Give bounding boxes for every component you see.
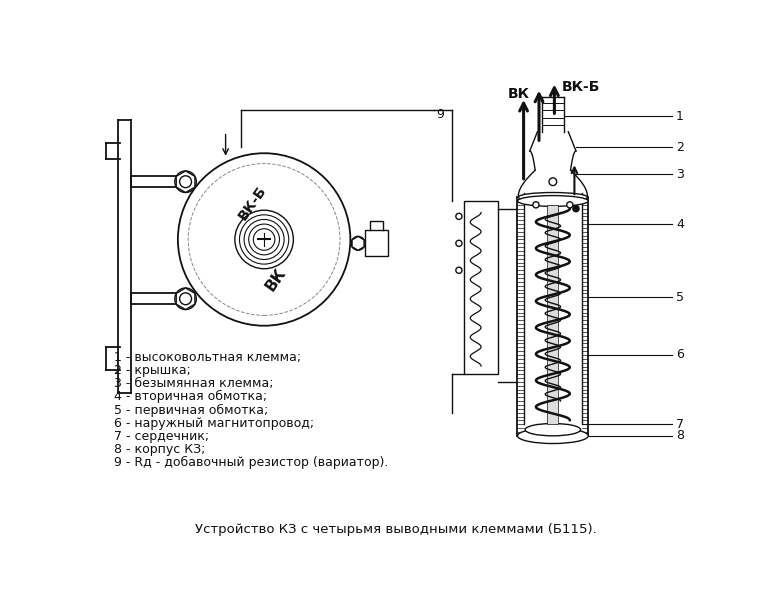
Text: 8 - корпус КЗ;: 8 - корпус КЗ; bbox=[114, 443, 206, 456]
Circle shape bbox=[178, 153, 350, 326]
Text: 1: 1 bbox=[676, 110, 684, 123]
Text: ВК: ВК bbox=[508, 87, 530, 101]
Ellipse shape bbox=[525, 424, 581, 436]
Circle shape bbox=[179, 293, 192, 305]
Ellipse shape bbox=[517, 428, 588, 444]
Circle shape bbox=[456, 240, 462, 246]
Text: 7 - сердечник;: 7 - сердечник; bbox=[114, 430, 209, 443]
Polygon shape bbox=[352, 237, 364, 250]
Text: 9: 9 bbox=[436, 108, 444, 121]
Text: Устройство КЗ с четырьмя выводными клеммами (Б115).: Устройство КЗ с четырьмя выводными клемм… bbox=[195, 523, 597, 536]
Circle shape bbox=[533, 201, 539, 208]
Text: 2 - крышка;: 2 - крышка; bbox=[114, 364, 191, 377]
Bar bbox=[547, 205, 558, 424]
Text: 2: 2 bbox=[676, 140, 684, 153]
Circle shape bbox=[573, 206, 579, 212]
Text: 7: 7 bbox=[676, 418, 684, 431]
Text: 8: 8 bbox=[676, 429, 684, 442]
Circle shape bbox=[456, 267, 462, 274]
Circle shape bbox=[567, 201, 573, 208]
Circle shape bbox=[235, 210, 294, 269]
Text: 1 - высоковольтная клемма;: 1 - высоковольтная клемма; bbox=[114, 351, 301, 364]
Circle shape bbox=[175, 288, 196, 309]
Text: ВК-Б: ВК-Б bbox=[236, 183, 269, 222]
Text: 9 - Rд - добавочный резистор (вариатор).: 9 - Rд - добавочный резистор (вариатор). bbox=[114, 456, 388, 469]
Text: 4: 4 bbox=[676, 217, 684, 230]
Circle shape bbox=[175, 171, 196, 192]
Polygon shape bbox=[176, 288, 195, 309]
Ellipse shape bbox=[518, 192, 587, 201]
Circle shape bbox=[179, 176, 192, 188]
Text: ВК-Б: ВК-Б bbox=[562, 80, 601, 94]
Text: 5 - первичная обмотка;: 5 - первичная обмотка; bbox=[114, 403, 268, 416]
Text: 4 - вторичная обмотка;: 4 - вторичная обмотка; bbox=[114, 391, 267, 403]
Circle shape bbox=[351, 237, 365, 250]
Text: 3 - безымянная клемма;: 3 - безымянная клемма; bbox=[114, 377, 274, 391]
Ellipse shape bbox=[517, 195, 588, 206]
Bar bbox=[365, 230, 388, 256]
Polygon shape bbox=[176, 171, 195, 192]
Circle shape bbox=[549, 178, 557, 185]
Text: 5: 5 bbox=[676, 291, 684, 304]
Text: 6: 6 bbox=[676, 349, 684, 362]
Bar bbox=[464, 201, 498, 374]
Text: ВК: ВК bbox=[263, 265, 289, 294]
Text: 6 - наружный магнитопровод;: 6 - наружный магнитопровод; bbox=[114, 416, 314, 429]
Circle shape bbox=[456, 213, 462, 219]
Text: 3: 3 bbox=[676, 168, 684, 180]
